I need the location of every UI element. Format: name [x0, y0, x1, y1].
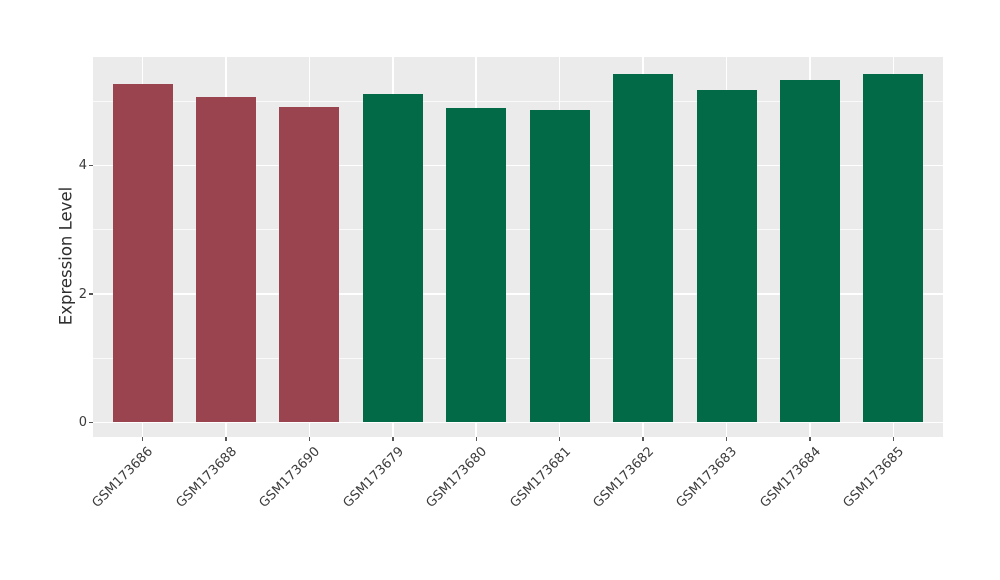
bar-GSM173681 [529, 110, 590, 423]
bar-GSM173686 [112, 83, 173, 423]
y-tick-label: 4 [78, 158, 87, 174]
x-tick-label: GSM173679 [340, 444, 407, 511]
x-tick-mark [475, 437, 477, 441]
bar-GSM173685 [863, 73, 924, 423]
bar-GSM173680 [446, 107, 507, 423]
bar-GSM173688 [195, 97, 256, 423]
x-tick-label: GSM173682 [590, 444, 658, 511]
x-tick-label: GSM173681 [507, 444, 574, 511]
x-tick-label: GSM173680 [423, 444, 491, 511]
y-axis-title: Expression Level [56, 186, 76, 326]
x-tick-label: GSM173684 [757, 444, 824, 511]
bar-GSM173679 [362, 93, 423, 423]
x-tick-label: GSM173683 [673, 444, 741, 511]
x-tick-mark [141, 437, 144, 441]
x-tick-mark [809, 437, 811, 441]
x-tick-mark [225, 437, 227, 441]
x-tick-mark [392, 437, 394, 441]
y-tick-mark [89, 165, 93, 167]
gridline-horizontal-major [93, 164, 943, 167]
y-tick-label: 2 [78, 286, 87, 302]
y-tick-mark [89, 293, 93, 295]
x-tick-label: GSM173690 [256, 444, 324, 511]
gridline-horizontal-major [93, 421, 943, 424]
gridline-horizontal-minor [93, 357, 943, 359]
y-tick-label: 0 [78, 415, 87, 430]
bar-GSM173683 [696, 89, 757, 423]
bar-GSM173690 [279, 107, 340, 423]
x-tick-mark [559, 437, 561, 441]
y-tick-mark [89, 421, 93, 424]
gridline-horizontal-minor [93, 101, 943, 102]
gridline-horizontal-minor [93, 229, 943, 231]
bar-GSM173682 [613, 73, 674, 423]
x-tick-mark [725, 437, 728, 441]
plot-panel [93, 57, 943, 437]
gridline-horizontal-major [93, 293, 943, 295]
x-tick-label: GSM173686 [89, 444, 157, 511]
x-tick-mark [308, 437, 311, 441]
x-tick-mark [642, 437, 644, 441]
x-tick-mark [892, 437, 895, 441]
x-tick-label: GSM173685 [840, 444, 908, 511]
bar-GSM173684 [780, 79, 841, 423]
x-tick-label: GSM173688 [173, 444, 240, 511]
